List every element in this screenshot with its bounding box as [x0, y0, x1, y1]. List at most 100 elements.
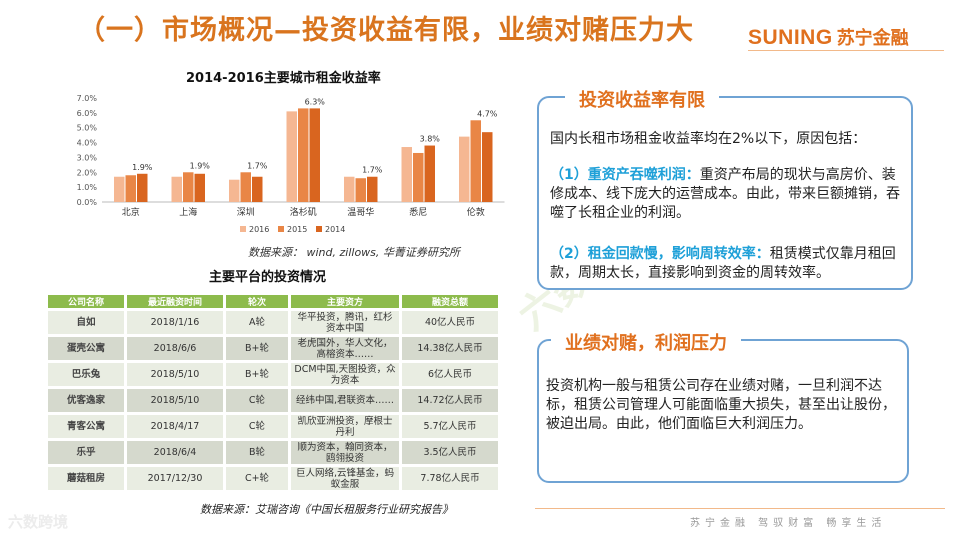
cell-round: B+轮: [226, 337, 288, 360]
bar-2015: [240, 172, 251, 202]
table-row: 蛋壳公寓 2018/6/6 B+轮 老虎国外，华人文化，高榕资本…… 14.38…: [48, 337, 498, 360]
data-label: 1.7%: [247, 161, 268, 170]
panel1-point2: （2）租金回款慢，影响周转效率：租赁模式仅靠月租回款，周期太长，直接影响到资金的…: [550, 245, 902, 283]
bar-2016: [459, 136, 470, 202]
cell-date: 2018/4/17: [127, 415, 223, 438]
data-label: 1.9%: [132, 163, 153, 172]
col-header-amount: 融资总额: [402, 295, 498, 308]
cell-investors: 经纬中国,君联资本……: [291, 389, 399, 412]
bar-2016: [171, 176, 182, 202]
table-row: 优客逸家 2018/5/10 C轮 经纬中国,君联资本…… 14.72亿人民币: [48, 389, 498, 412]
bar-2014: [424, 145, 435, 202]
data-label: 1.9%: [190, 161, 211, 170]
table-row: 青客公寓 2018/4/17 C轮 凯欣亚洲投资，摩根士丹利 5.7亿人民币: [48, 415, 498, 438]
cell-investors: 凯欣亚洲投资，摩根士丹利: [291, 415, 399, 438]
panel1-point1: （1）重资产吞噬利润：重资产布局的现状与高房价、装修成本、线下庞大的运营成本。由…: [550, 166, 902, 223]
table-title: 主要平台的投资情况: [209, 270, 327, 285]
logo-text-en: SUNING: [748, 26, 833, 49]
x-tick-label: 温哥华: [347, 206, 374, 218]
y-tick-label: 7.0%: [77, 94, 98, 103]
data-label: 4.7%: [477, 109, 498, 118]
cell-company: 自如: [48, 311, 124, 334]
table-source: 数据来源：艾瑞咨询《中国长租服务行业研究报告》: [200, 503, 453, 516]
y-tick-label: 6.0%: [77, 109, 98, 118]
logo-text-cn: 苏宁金融: [836, 28, 909, 49]
x-tick-label: 上海: [179, 206, 197, 218]
legend-label: 2016: [249, 225, 269, 234]
cell-date: 2018/1/16: [127, 311, 223, 334]
table-header-row: 公司名称 最近融资时间 轮次 主要资方 融资总额: [48, 295, 498, 308]
data-label: 6.3%: [305, 97, 326, 106]
legend-label: 2015: [287, 225, 307, 234]
x-tick-label: 悉尼: [409, 206, 427, 218]
data-label: 3.8%: [420, 135, 441, 144]
panel1-intro: 国内长租市场租金收益率均在2%以下，原因包括：: [550, 131, 867, 147]
bar-2015: [413, 152, 424, 202]
chart-title: 2014-2016主要城市租金收益率: [186, 71, 381, 86]
cell-company: 乐乎: [48, 441, 124, 464]
cell-round: B轮: [226, 441, 288, 464]
bar-2015: [298, 108, 309, 202]
point1-text: 重资产布局的现状与高房价、装修成本、线下庞大的运营成本。由此，带来巨额摊销，吞噬…: [550, 167, 900, 221]
col-header-company: 公司名称: [48, 295, 124, 308]
bar-2015: [183, 172, 194, 202]
y-tick-label: 3.0%: [77, 153, 98, 162]
cell-round: A轮: [226, 311, 288, 334]
bar-2015: [355, 178, 366, 202]
bar-2014: [367, 176, 378, 202]
bar-2014: [482, 132, 493, 202]
legend-label: 2014: [325, 225, 345, 234]
cell-date: 2018/5/10: [127, 363, 223, 386]
x-tick-label: 深圳: [237, 207, 255, 218]
bar-2014: [252, 176, 263, 202]
bar-2016: [229, 179, 240, 202]
y-tick-label: 5.0%: [77, 124, 98, 133]
bar-2016: [286, 111, 297, 202]
cell-amount: 3.5亿人民币: [402, 441, 498, 464]
footer-slogan: 苏宁金融 驾驭财富 畅享生活: [690, 518, 887, 529]
y-tick-label: 1.0%: [77, 183, 98, 192]
col-header-round: 轮次: [226, 295, 288, 308]
col-header-date: 最近融资时间: [127, 295, 223, 308]
cell-round: C+轮: [226, 467, 288, 490]
footer-watermark: 六数跨境: [8, 513, 69, 531]
suning-logo: SUNING 苏宁金融: [748, 24, 909, 50]
panel-title-investment-yield: 投资收益率有限: [565, 86, 719, 112]
point1-label: （1）重资产吞噬利润：: [550, 167, 700, 183]
bar-2014: [309, 108, 320, 202]
chart-source: 数据来源： wind, zillows, 华菁证券研究所: [248, 246, 460, 259]
bar-2015: [125, 175, 136, 202]
cell-amount: 14.38亿人民币: [402, 337, 498, 360]
bar-2016: [344, 176, 355, 202]
legend-swatch-2016: [240, 226, 246, 232]
data-label: 1.7%: [362, 166, 383, 175]
y-tick-label: 2.0%: [77, 168, 98, 177]
table-row: 巴乐兔 2018/5/10 B+轮 DCM中国,天图投资，众为资本 6亿人民币: [48, 363, 498, 386]
cell-date: 2018/6/6: [127, 337, 223, 360]
bar-2016: [114, 176, 125, 202]
bar-2014: [137, 173, 148, 202]
legend-swatch-2014: [316, 226, 322, 232]
cell-investors: DCM中国,天图投资，众为资本: [291, 363, 399, 386]
cell-amount: 40亿人民币: [402, 311, 498, 334]
point2-text: 租赁模式仅靠月租回款，周期太长，直接影响到资金的周转效率。: [550, 246, 896, 281]
cell-investors: 老虎国外，华人文化，高榕资本……: [291, 337, 399, 360]
x-tick-label: 北京: [122, 206, 140, 218]
panel-title-performance-bet: 业绩对赌，利润压力: [551, 329, 741, 355]
header-divider: [748, 50, 944, 51]
cell-company: 优客逸家: [48, 389, 124, 412]
cell-amount: 6亿人民币: [402, 363, 498, 386]
bar-2016: [401, 147, 412, 202]
cell-company: 蛋壳公寓: [48, 337, 124, 360]
panel-investment-yield: [537, 96, 913, 290]
cell-date: 2018/5/10: [127, 389, 223, 412]
investment-table: 公司名称 最近融资时间 轮次 主要资方 融资总额 自如 2018/1/16 A轮…: [45, 292, 501, 493]
cell-investors: 巨人网络,云锋基金，蚂蚁金服: [291, 467, 399, 490]
rent-yield-chart: 0.0% 1.0% 2.0% 3.0% 4.0% 5.0% 6.0% 7.0% 1.9% 北京 1.…: [77, 94, 505, 234]
bar-2014: [194, 173, 205, 202]
cell-amount: 7.78亿人民币: [402, 467, 498, 490]
legend-swatch-2015: [278, 226, 284, 232]
page-title: （一）市场概况—投资收益有限，业绩对赌压力大: [78, 15, 694, 46]
cell-amount: 14.72亿人民币: [402, 389, 498, 412]
y-tick-label: 0.0%: [77, 198, 98, 207]
